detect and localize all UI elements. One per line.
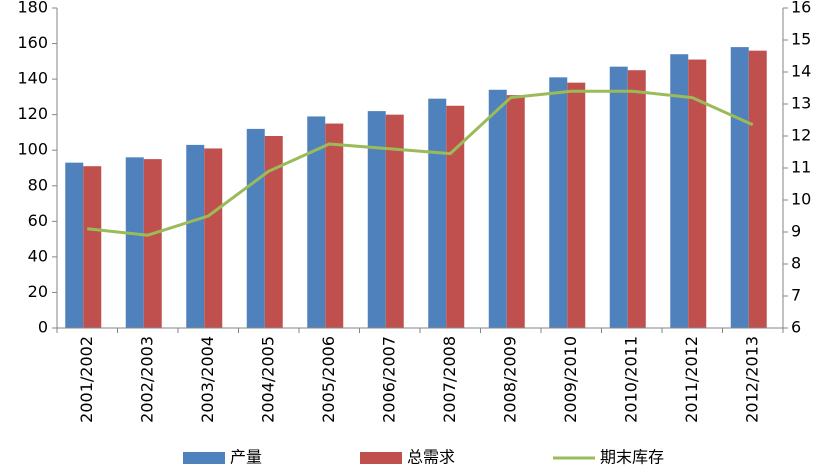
bar — [670, 54, 689, 328]
x-tick-label: 2002/2003 — [137, 336, 156, 423]
bar — [83, 166, 102, 328]
line — [87, 89, 754, 237]
x-tick-label: 2009/2010 — [561, 336, 580, 423]
bar — [143, 159, 162, 328]
y2-tick-label: 13 — [791, 94, 811, 113]
x-tick-label: 2005/2006 — [319, 336, 338, 423]
bar — [688, 59, 707, 329]
bar — [506, 95, 525, 328]
y2-tick-label: 11 — [791, 158, 811, 177]
y2-tick-label: 12 — [791, 126, 811, 145]
bar — [385, 114, 404, 329]
bar — [264, 136, 283, 328]
y-tick-label: 40 — [28, 246, 48, 265]
legend-swatch — [360, 452, 402, 464]
bar — [325, 123, 344, 328]
bar — [428, 98, 447, 329]
legend-swatch — [183, 452, 225, 464]
y-tick-label: 0 — [38, 318, 48, 337]
x-tick-label: 2012/2013 — [742, 336, 761, 423]
y2-tick-label: 10 — [791, 190, 811, 209]
y-tick-label: 100 — [17, 140, 48, 159]
x-tick-label: 2003/2004 — [198, 336, 217, 423]
bar — [567, 82, 586, 329]
bar — [488, 89, 507, 329]
x-tick-label: 2006/2007 — [379, 336, 398, 423]
bar — [730, 47, 749, 328]
bar — [446, 105, 465, 329]
bar — [367, 111, 386, 328]
bar — [65, 162, 84, 328]
bar — [125, 157, 144, 328]
y2-tick-label: 15 — [791, 30, 811, 49]
y2-tick-label: 14 — [791, 62, 811, 81]
y2-tick-label: 9 — [791, 222, 801, 241]
legend-label: 产量 — [230, 448, 262, 467]
y2-tick-label: 8 — [791, 254, 801, 273]
x-tick-label: 2007/2008 — [440, 336, 459, 423]
bar — [204, 148, 223, 328]
bar — [609, 66, 628, 329]
y-tick-label: 160 — [17, 33, 48, 52]
legend-label: 期末库存 — [600, 448, 664, 467]
bar — [246, 128, 265, 328]
y2-tick-label: 6 — [791, 318, 801, 337]
bar — [549, 77, 568, 328]
y2-tick-label: 16 — [791, 0, 811, 17]
bar — [186, 144, 205, 328]
y-tick-label: 180 — [17, 0, 48, 17]
x-tick-label: 2001/2002 — [77, 336, 96, 423]
y-tick-label: 140 — [17, 69, 48, 88]
x-tick-label: 2010/2011 — [621, 336, 640, 423]
y-tick-label: 60 — [28, 211, 48, 230]
y-tick-label: 80 — [28, 175, 48, 194]
bar — [627, 70, 646, 328]
x-tick-label: 2011/2012 — [682, 336, 701, 423]
x-tick-label: 2004/2005 — [258, 336, 277, 423]
bar — [307, 116, 326, 328]
y-tick-label: 20 — [28, 282, 48, 301]
bar — [748, 50, 767, 329]
y-tick-label: 120 — [17, 104, 48, 123]
legend-label: 总需求 — [407, 448, 455, 467]
x-tick-label: 2008/2009 — [500, 336, 519, 423]
y2-tick-label: 7 — [791, 286, 801, 305]
